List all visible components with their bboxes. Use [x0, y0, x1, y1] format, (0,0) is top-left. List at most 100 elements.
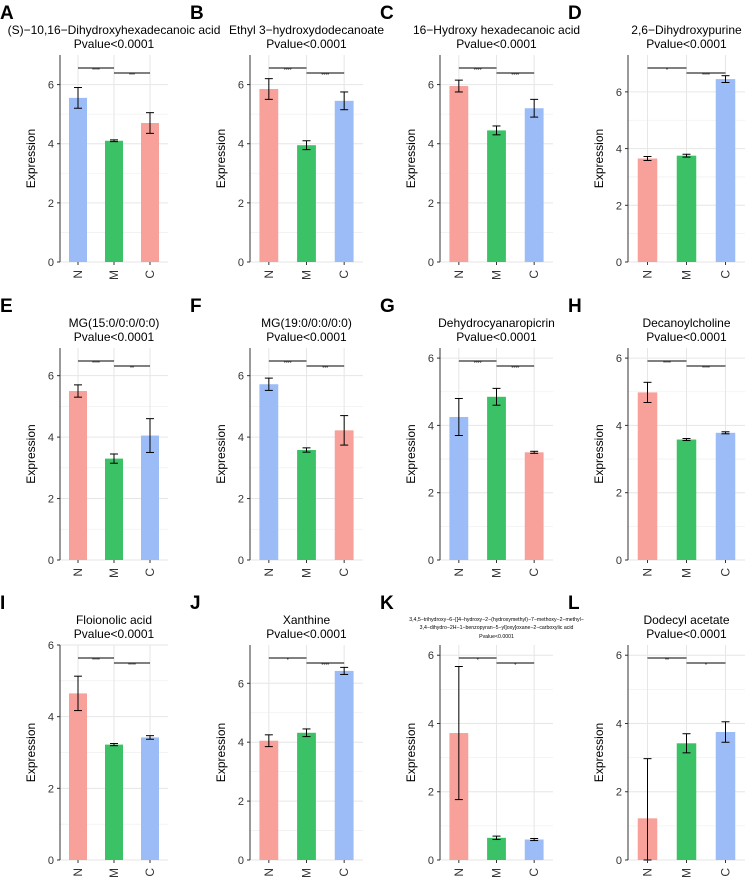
x-tick-label: C [143, 568, 157, 577]
x-tick-label: M [300, 270, 314, 280]
x-tick-label: N [452, 868, 466, 877]
x-tick-label: M [490, 568, 504, 578]
y-tick-label: 6 [428, 650, 434, 662]
panel-pvalue: Pvalue<0.0001 [74, 627, 155, 641]
panel-pvalue: Pvalue<0.0001 [74, 330, 155, 344]
significance-label: **** [511, 366, 519, 372]
y-tick-label: 2 [48, 783, 54, 795]
bar-N [637, 158, 658, 262]
y-tick-label: 2 [48, 494, 54, 506]
x-tick-label: N [262, 868, 276, 877]
significance-label: **** [474, 68, 482, 74]
y-axis-label: Expression [404, 129, 418, 188]
y-tick-label: 2 [428, 198, 434, 210]
panel-pvalue: Pvalue<0.0001 [74, 37, 155, 51]
y-tick-label: 4 [238, 432, 244, 444]
panel-pvalue: Pvalue<0.0001 [479, 634, 514, 640]
y-tick-label: 6 [238, 371, 244, 383]
bar-C [141, 435, 159, 560]
y-tick-label: 4 [428, 139, 434, 151]
y-tick-label: 6 [616, 650, 622, 662]
y-axis-label: Expression [24, 129, 38, 188]
x-tick-label: N [641, 270, 655, 279]
bar-N [259, 89, 279, 262]
bar-C [524, 452, 544, 560]
x-tick-label: N [262, 270, 276, 279]
y-tick-label: 4 [48, 712, 54, 724]
y-tick-label: 0 [428, 257, 434, 269]
x-tick-label: N [71, 568, 85, 577]
significance-label: *** [129, 73, 135, 79]
panel-pvalue: Pvalue<0.0001 [266, 37, 347, 51]
y-tick-label: 2 [428, 787, 434, 799]
significance-label: **** [321, 663, 329, 669]
x-tick-label: C [719, 270, 733, 279]
y-tick-label: 6 [48, 371, 54, 383]
significance-label: **** [92, 361, 100, 367]
y-tick-label: 0 [238, 555, 244, 567]
x-tick-label: M [680, 270, 694, 280]
bar-M [676, 743, 697, 860]
y-axis-label: Expression [214, 723, 228, 782]
bar-M [487, 396, 506, 560]
panel-title: 3,4,5−trihydroxy−6−[[4−hydroxy−2−(hydrox… [409, 617, 584, 623]
x-tick-label: C [719, 868, 733, 877]
significance-label: **** [92, 658, 100, 664]
x-tick-label: M [300, 868, 314, 878]
bar-M [297, 732, 316, 860]
x-tick-label: N [262, 568, 276, 577]
y-tick-label: 0 [616, 855, 622, 867]
panel-title: Dodecyl acetate [643, 613, 729, 627]
significance-label: **** [128, 663, 136, 669]
panel-pvalue: Pvalue<0.0001 [266, 627, 347, 641]
x-tick-label: N [71, 868, 85, 877]
y-axis-label: Expression [214, 424, 228, 483]
significance-label: **** [474, 361, 482, 367]
bar-C [715, 432, 736, 560]
bar-N [69, 97, 87, 262]
y-tick-label: 4 [616, 144, 622, 156]
x-tick-label: C [143, 270, 157, 279]
y-tick-label: 0 [428, 855, 434, 867]
y-tick-label: 4 [48, 432, 54, 444]
y-axis-label: Expression [592, 723, 606, 782]
significance-label: **** [663, 361, 671, 367]
bar-M [487, 837, 506, 860]
x-tick-label: M [680, 868, 694, 878]
bar-M [297, 145, 316, 262]
bar-C [334, 100, 354, 262]
y-tick-label: 6 [428, 353, 434, 365]
panel-title: Xanthine [283, 613, 331, 627]
significance-label: ** [665, 658, 669, 664]
x-tick-label: C [527, 568, 541, 577]
y-tick-label: 6 [238, 80, 244, 92]
significance-label: **** [284, 68, 292, 74]
panel-title: Floionolic acid [76, 613, 152, 627]
panel-letter: L [568, 593, 580, 614]
x-tick-label: M [680, 568, 694, 578]
panel-title: MG(15:0/0:0/0:0) [69, 316, 160, 330]
panel-title: 2,6−Dihydroxypurine [631, 23, 742, 37]
panel-H: **** **** 0 2 4 6 Expression N M C Decanoylcholine… [568, 296, 745, 578]
bar-M [105, 458, 123, 560]
panel-C: **** **** 0 2 4 6 Expression N M C 16−Hydroxy hexa… [380, 3, 580, 280]
x-tick-label: M [300, 568, 314, 578]
y-tick-label: 6 [48, 640, 54, 652]
significance-label: * [514, 663, 516, 669]
y-tick-label: 0 [238, 855, 244, 867]
significance-label: **** [284, 361, 292, 367]
x-tick-label: M [107, 270, 121, 280]
bar-C [715, 732, 736, 860]
panel-pvalue: Pvalue<0.0001 [646, 37, 727, 51]
y-tick-label: 2 [238, 796, 244, 808]
bar-N [449, 416, 469, 560]
y-axis-label: Expression [24, 424, 38, 483]
panel-title: MG(19:0/0:0/0:0) [261, 316, 352, 330]
y-tick-label: 6 [428, 80, 434, 92]
bar-C [141, 123, 159, 262]
bar-M [105, 140, 123, 262]
bar-N [69, 693, 87, 860]
